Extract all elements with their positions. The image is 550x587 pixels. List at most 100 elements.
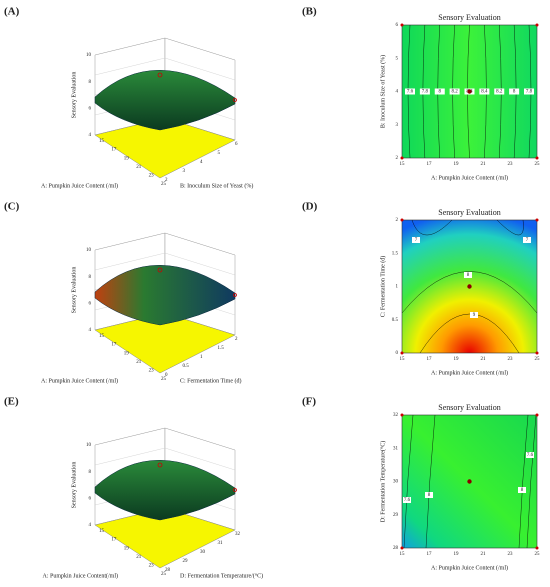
contour-line: [425, 414, 436, 549]
level-box: [464, 272, 472, 278]
y-axis-label: D: Fermentation Temperature/(°C): [180, 572, 263, 579]
y-tick-label: 0.5: [392, 318, 399, 323]
y-tick-label: 3: [183, 169, 186, 174]
x-tick-label: 23: [149, 564, 155, 569]
design-point: [535, 413, 539, 417]
x-axis-label: A: Pumpkin Juice Content(/ml): [43, 572, 119, 579]
x-tick-label: 23: [508, 552, 514, 557]
design-point: [535, 156, 539, 160]
center-point: [467, 284, 472, 289]
level-box: [403, 497, 411, 503]
y-tick-label: 28: [393, 546, 399, 551]
wall-grid: [94, 57, 166, 76]
design-point: [157, 267, 163, 273]
level-box: [470, 312, 478, 318]
response-surface: [94, 70, 236, 131]
x-tick-label: 25: [161, 182, 167, 187]
level-label: 8.2: [496, 90, 503, 95]
level-label: 7: [526, 238, 529, 243]
z-tick-label: 6: [89, 496, 92, 501]
panel-label: (E): [4, 396, 19, 408]
x-tick-label: 25: [535, 552, 541, 557]
level-box: [509, 88, 520, 95]
y-axis-label: C: Fermentation Time (d): [379, 256, 386, 318]
level-box: [412, 237, 420, 243]
wall-grid: [164, 252, 236, 276]
contour-line: [526, 414, 537, 549]
design-point: [400, 218, 404, 222]
y-tick-label: 0.5: [183, 364, 190, 369]
wall-grid: [94, 252, 166, 271]
panel-label: (F): [302, 396, 316, 408]
x-tick-label: 15: [99, 529, 105, 534]
response-surface: [94, 265, 236, 326]
level-box: [405, 88, 415, 95]
y-tick-label: 29: [393, 513, 399, 518]
x-tick-label: 17: [427, 552, 433, 557]
panel-label: (B): [302, 6, 317, 18]
design-point: [400, 156, 404, 160]
level-label: 9: [473, 313, 476, 318]
level-label: 7.6: [527, 453, 534, 458]
y-tick-label: 0: [165, 373, 168, 378]
y-tick-label: 6: [396, 23, 399, 28]
contour-title: Sensory Evaluation: [438, 208, 500, 217]
z-tick-label: 10: [86, 248, 92, 253]
design-point: [233, 293, 237, 297]
level-box: [524, 88, 534, 95]
level-box: [419, 88, 430, 95]
y-tick-label: 32: [393, 413, 399, 418]
response-surface: [94, 460, 236, 521]
y-tick-label: 2: [396, 156, 399, 161]
level-box: [494, 88, 505, 95]
x-tick-label: 25: [535, 162, 541, 167]
level-label: 8: [428, 493, 431, 498]
z-tick-label: 6: [89, 106, 92, 111]
y-tick-label: 6: [235, 142, 238, 147]
x-tick-label: 17: [111, 343, 117, 348]
x-tick-label: 15: [99, 139, 105, 144]
level-label: 8.4: [481, 90, 488, 95]
level-box: [449, 88, 460, 95]
x-tick-label: 21: [481, 357, 487, 362]
y-tick-label: 1.5: [218, 346, 225, 351]
z-tick-label: 8: [89, 80, 92, 85]
design-point: [535, 23, 539, 27]
y-axis-label: B: Inoculum Size of Yeast (%): [180, 182, 253, 189]
center-point: [467, 479, 472, 484]
contour-line: [401, 271, 538, 314]
z-axis-label: Sensory Evaluation: [71, 72, 77, 119]
y-tick-label: 2: [235, 337, 238, 342]
y-axis-label: B: Inoculum Size of Yeast (%): [379, 55, 386, 128]
z-tick-label: 8: [89, 275, 92, 280]
design-point: [400, 23, 404, 27]
y-tick-label: 1: [200, 355, 203, 360]
x-tick-label: 23: [508, 357, 514, 362]
x-tick-label: 21: [136, 555, 142, 560]
x-tick-label: 15: [400, 552, 406, 557]
z-axis-label: Sensory Evaluation: [71, 462, 77, 509]
x-tick-label: 23: [149, 174, 155, 179]
y-tick-label: 4: [396, 90, 399, 95]
y-tick-label: 28: [165, 568, 171, 573]
x-tick-label: 23: [149, 369, 155, 374]
x-tick-label: 19: [124, 156, 130, 161]
contour-title: Sensory Evaluation: [438, 403, 500, 412]
level-label: 8: [467, 273, 470, 278]
y-tick-label: 2: [396, 218, 399, 223]
x-tick-label: 15: [99, 334, 105, 339]
level-box: [425, 492, 433, 498]
design-point: [400, 546, 404, 550]
panel-label: (A): [4, 6, 20, 18]
design-point: [400, 413, 404, 417]
panel-label: (C): [4, 201, 20, 213]
y-tick-label: 5: [218, 151, 221, 156]
y-tick-label: 3: [396, 123, 399, 128]
z-tick-label: 4: [89, 328, 92, 333]
level-label: 8: [439, 90, 442, 95]
x-tick-label: 21: [481, 162, 487, 167]
y-tick-label: 31: [218, 541, 224, 546]
level-label: 8.2: [452, 90, 459, 95]
level-label: 8: [513, 90, 516, 95]
y-axis-label: C: Fermentation Time (d): [180, 377, 242, 384]
